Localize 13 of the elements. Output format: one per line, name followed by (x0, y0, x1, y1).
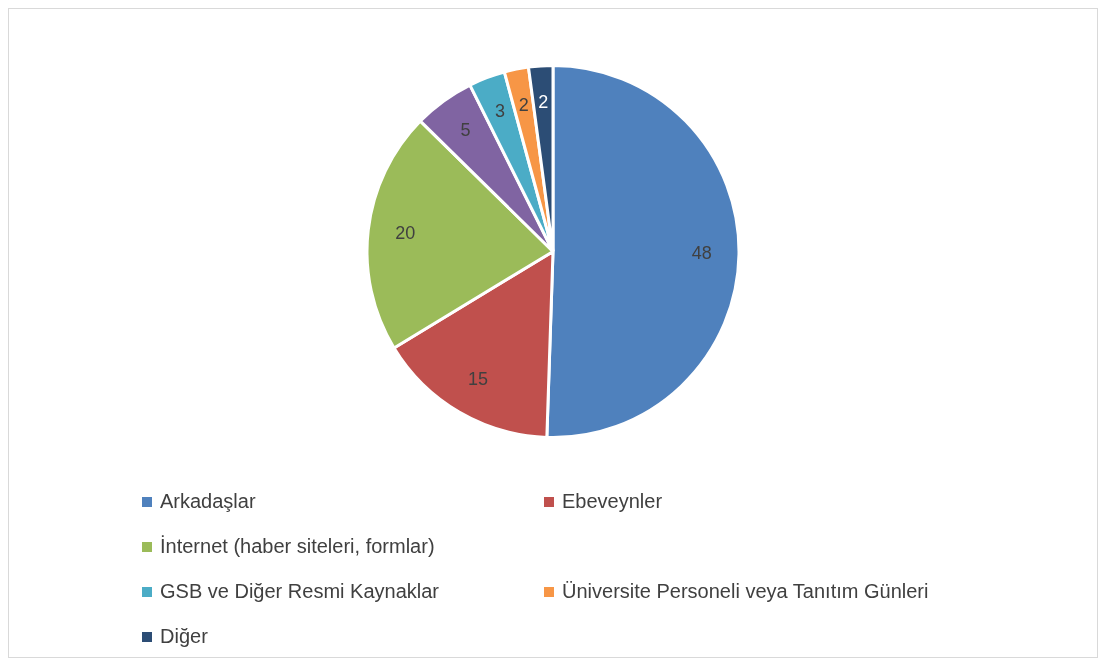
legend-label: Diğer (160, 625, 208, 648)
data-label: 3 (495, 101, 506, 122)
legend-label: Üniversite Personeli veya Tanıtım Günleri (562, 580, 929, 603)
data-label: 5 (460, 120, 471, 141)
legend-label: Arkadaşlar (160, 490, 256, 513)
legend-label: Ebeveynler (562, 490, 663, 513)
data-label: 2 (518, 94, 529, 115)
data-label: 2 (538, 91, 549, 112)
data-label: 15 (467, 368, 488, 389)
legend-label: İnternet (haber siteleri, formlar) (160, 535, 435, 558)
data-label: 48 (691, 242, 712, 263)
legend-label: GSB ve Diğer Resmi Kaynaklar (160, 580, 439, 603)
data-label: 20 (395, 223, 416, 244)
